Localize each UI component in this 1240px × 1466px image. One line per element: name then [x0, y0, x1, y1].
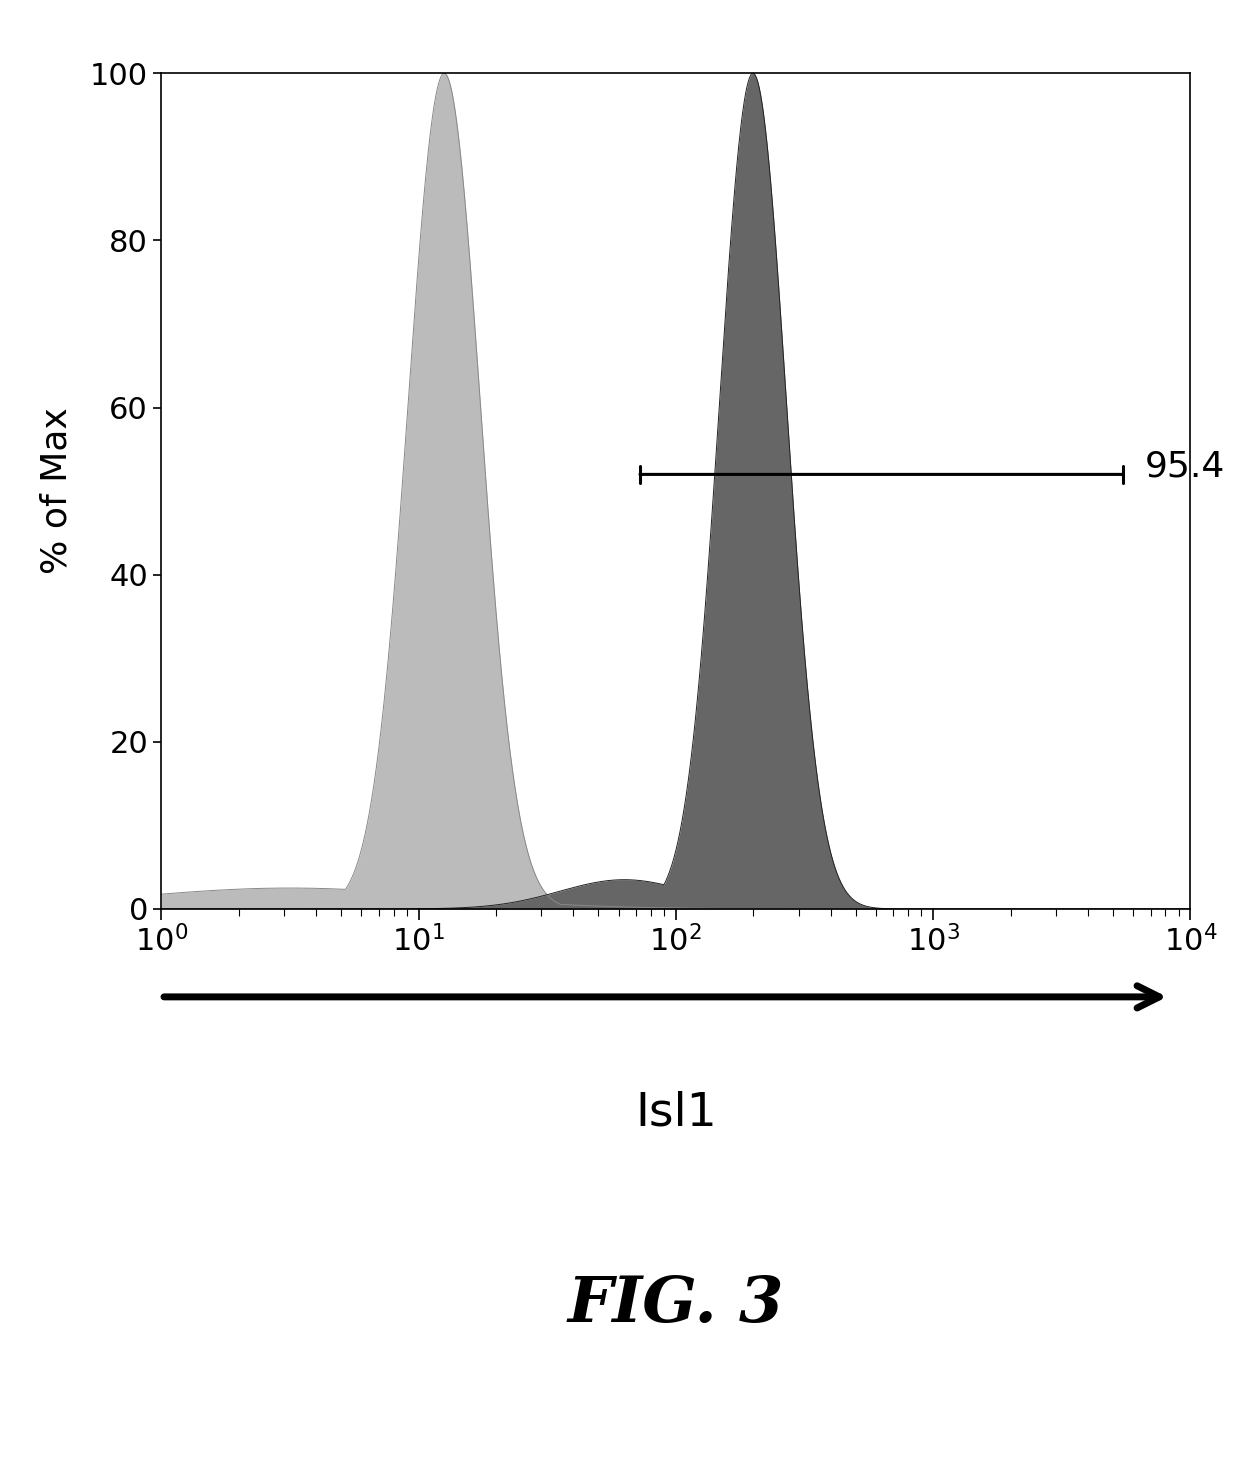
Text: 95.4: 95.4 — [1145, 449, 1225, 482]
Text: FIG. 3: FIG. 3 — [568, 1274, 784, 1336]
Y-axis label: % of Max: % of Max — [40, 408, 73, 575]
Text: Isl1: Isl1 — [635, 1091, 717, 1136]
